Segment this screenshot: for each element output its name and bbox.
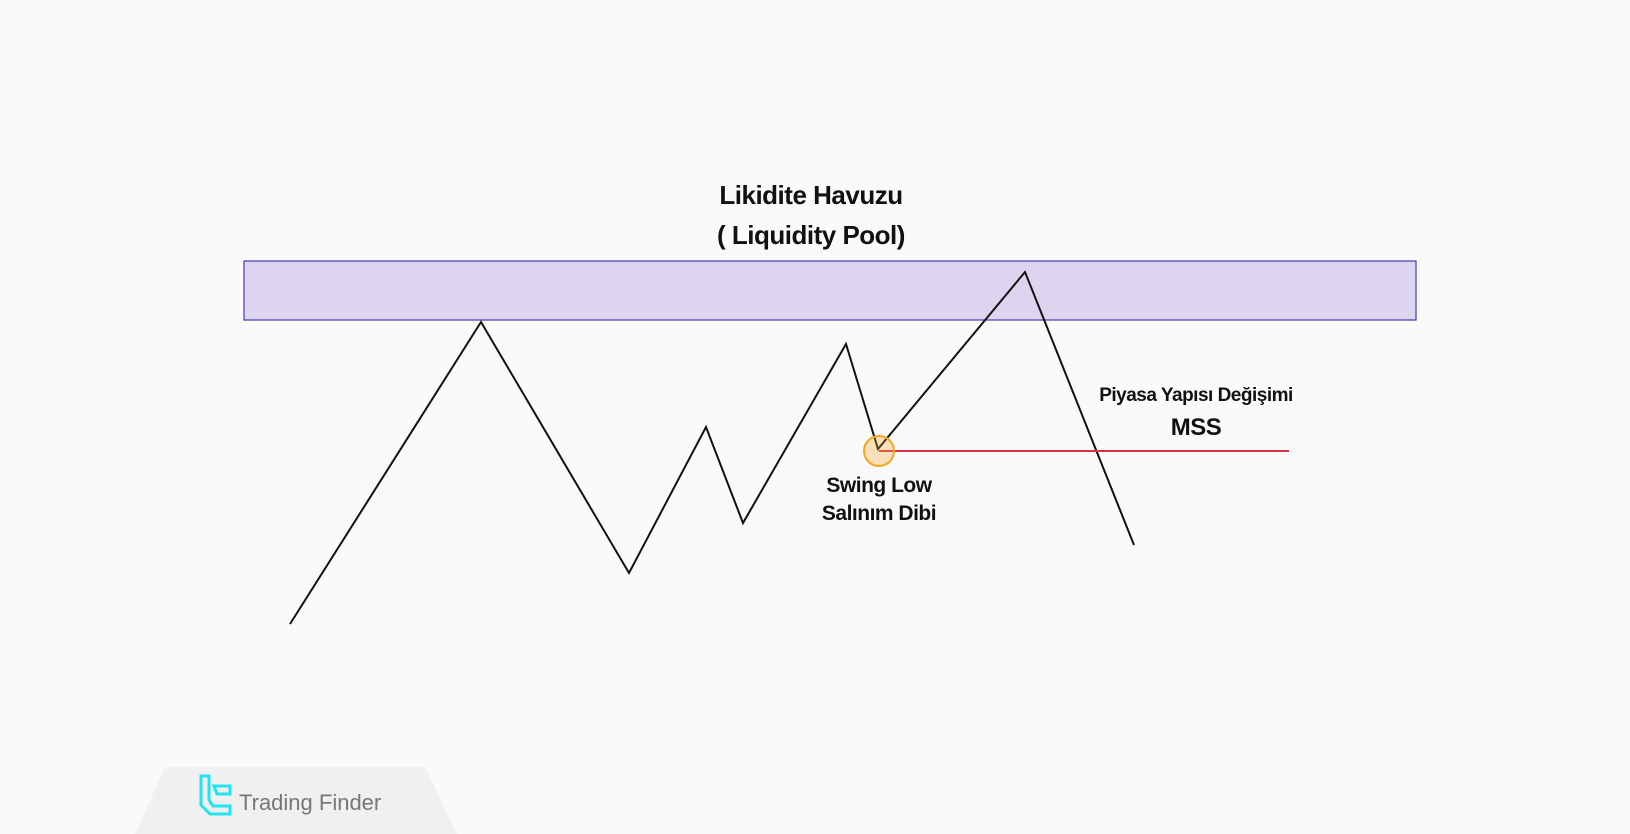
liquidity-pool-zone [243,260,1417,321]
swing-low-label: Swing Low [826,474,932,497]
pool-title: Likidite Havuzu [719,180,902,210]
watermark-background [135,767,457,834]
price-path [289,270,1135,625]
mss-label: Piyasa Yapısı Değişimi [1099,385,1293,406]
swing-low-translation: Salınım Dibi [822,502,936,525]
trading-finder-logo-icon [199,774,232,816]
mss-abbr: MSS [1171,414,1222,441]
pool-subtitle: ( Liquidity Pool) [717,220,905,250]
brand-name: Trading Finder [239,790,381,815]
swing-low-marker [863,435,895,467]
